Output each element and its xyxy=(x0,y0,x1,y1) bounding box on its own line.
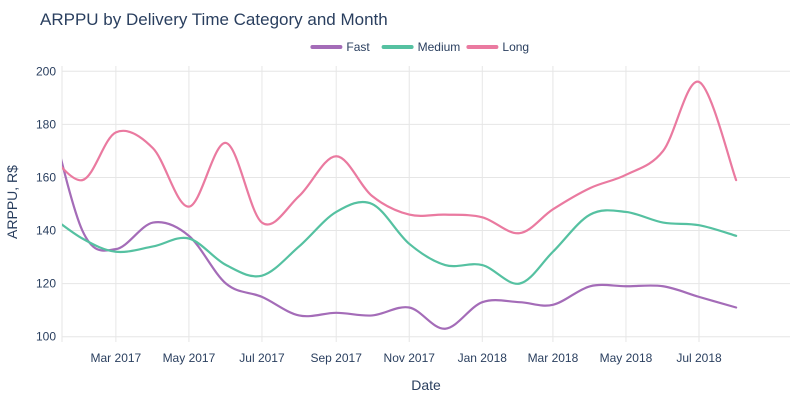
y-axis-title: ARPPU, R$ xyxy=(4,165,20,239)
y-tick-label: 120 xyxy=(36,277,56,291)
y-tick-label: 160 xyxy=(36,170,56,184)
x-tick-label: Nov 2017 xyxy=(384,351,436,365)
legend-item-medium[interactable]: Medium xyxy=(381,40,461,54)
x-tick-label: May 2018 xyxy=(600,351,653,365)
y-tick-label: 200 xyxy=(36,64,56,78)
x-tick-label: May 2017 xyxy=(163,351,216,365)
series-line-fast xyxy=(62,158,738,330)
y-tick-label: 180 xyxy=(36,117,56,131)
legend-label: Medium xyxy=(418,40,461,54)
x-tick-label: Mar 2018 xyxy=(528,351,579,365)
chart-title: ARPPU by Delivery Time Category and Mont… xyxy=(40,10,388,29)
series-line-long xyxy=(62,80,738,235)
y-axis-ticks: 100 120 140 160 180 200 xyxy=(36,64,56,343)
x-tick-label: Jan 2018 xyxy=(458,351,508,365)
x-tick-label: Jul 2017 xyxy=(239,351,285,365)
y-tick-label: 100 xyxy=(36,330,56,344)
legend: Fast Medium Long xyxy=(310,40,529,54)
legend-label: Fast xyxy=(346,40,370,54)
x-tick-label: Sep 2017 xyxy=(311,351,363,365)
x-axis-title: Date xyxy=(411,377,441,393)
series-lines xyxy=(62,80,738,330)
legend-item-fast[interactable]: Fast xyxy=(310,40,370,54)
y-tick-label: 140 xyxy=(36,224,56,238)
x-tick-label: Mar 2017 xyxy=(91,351,142,365)
series-line-medium xyxy=(62,200,738,285)
x-tick-label: Jul 2018 xyxy=(676,351,722,365)
x-axis-ticks: Mar 2017 May 2017 Jul 2017 Sep 2017 Nov 2017… xyxy=(91,351,722,365)
legend-item-long[interactable]: Long xyxy=(466,40,529,54)
legend-label: Long xyxy=(502,40,529,54)
grid xyxy=(61,66,790,342)
